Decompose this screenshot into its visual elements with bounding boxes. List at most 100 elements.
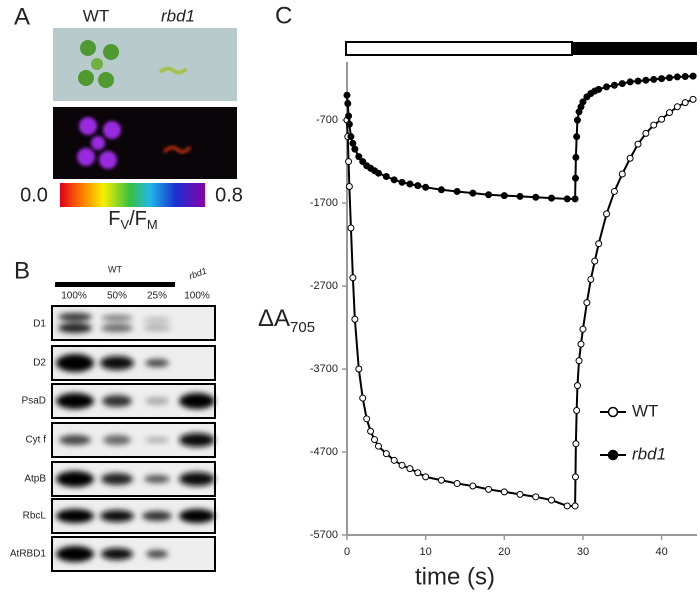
data-point <box>344 99 352 107</box>
data-point <box>398 178 406 186</box>
blot <box>51 383 216 419</box>
data-point <box>610 81 618 89</box>
data-point <box>579 98 587 106</box>
data-point <box>595 240 603 248</box>
data-point <box>681 73 689 81</box>
data-point <box>516 490 524 498</box>
data-point <box>681 99 689 107</box>
lane-label: 100% <box>184 291 210 302</box>
lane-label: 50% <box>107 291 127 302</box>
data-point <box>563 195 571 203</box>
data-point <box>345 112 353 120</box>
data-point <box>595 85 603 93</box>
data-point <box>382 450 390 458</box>
blot <box>51 345 216 381</box>
data-point <box>665 74 673 82</box>
row-label: PsaD <box>22 396 46 407</box>
data-point <box>571 195 579 203</box>
data-point <box>634 140 642 148</box>
data-point <box>547 194 555 202</box>
data-point <box>689 95 697 103</box>
data-point <box>658 75 666 83</box>
data-point <box>406 465 414 473</box>
data-point <box>547 496 555 504</box>
panel-label: A <box>14 3 30 30</box>
lane-label: 100% <box>61 291 87 302</box>
row-label: AtpB <box>24 474 46 485</box>
data-point <box>359 158 367 166</box>
data-point <box>575 357 583 365</box>
data-point <box>453 187 461 195</box>
data-point <box>485 191 493 199</box>
colorbar-title: FV/FM <box>108 208 158 232</box>
data-point <box>563 502 571 510</box>
blots <box>51 305 216 572</box>
data-point <box>347 224 355 232</box>
group-label: WT <box>108 264 122 274</box>
data-point <box>610 187 618 195</box>
data-point <box>390 176 398 184</box>
data-point <box>345 120 353 128</box>
data-point <box>603 83 611 91</box>
x-tick-label: 20 <box>498 546 510 558</box>
blot <box>51 498 216 534</box>
y-axis-title: ΔA705 <box>258 305 315 336</box>
data-point <box>532 493 540 501</box>
data-point <box>532 193 540 201</box>
row-label: AtRBD1 <box>10 549 47 560</box>
genotype-label: rbd1 <box>161 6 195 25</box>
data-point <box>355 365 363 373</box>
row-label: Cyt f <box>25 435 46 446</box>
data-point <box>343 91 351 99</box>
y-tick-label: -3700 <box>310 363 338 375</box>
data-point <box>374 169 382 177</box>
panel-label: C <box>275 2 292 29</box>
data-point <box>650 75 658 83</box>
light-bar <box>345 41 697 56</box>
data-point <box>573 382 581 390</box>
data-point <box>573 133 581 141</box>
colorbar-tick: 0.8 <box>215 184 243 206</box>
row-label: D2 <box>33 358 46 369</box>
legend-marker <box>607 449 619 461</box>
data-point <box>437 186 445 194</box>
genotype-label: WT <box>83 6 109 25</box>
data-point <box>390 456 398 464</box>
data-point <box>371 436 379 444</box>
data-point <box>650 121 658 129</box>
y-tick-label: -700 <box>316 114 338 126</box>
legend-marker <box>607 406 619 418</box>
data-point <box>626 78 634 86</box>
blot <box>51 305 216 341</box>
data-point <box>359 394 367 402</box>
data-point <box>414 469 422 477</box>
data-point <box>665 109 673 117</box>
series-line <box>346 75 694 200</box>
data-point <box>673 103 681 111</box>
y-tick-label: -4700 <box>310 446 338 458</box>
data-point <box>349 139 357 147</box>
data-point <box>577 340 585 348</box>
data-point <box>453 480 461 488</box>
data-point <box>374 442 382 450</box>
x-tick-label: 0 <box>344 546 350 558</box>
data-point <box>572 153 580 161</box>
row-label: RbcL <box>23 511 47 522</box>
data-point <box>500 192 508 200</box>
group-bar <box>55 282 175 287</box>
blot <box>51 461 216 497</box>
data-point <box>587 275 595 283</box>
blot <box>51 536 216 572</box>
data-point <box>573 407 581 415</box>
data-point <box>349 274 357 282</box>
colorbar-tick: 0.0 <box>20 184 48 206</box>
y-tick-label: -2700 <box>310 280 338 292</box>
data-point <box>363 415 371 423</box>
data-point <box>583 299 591 307</box>
data-point <box>351 145 359 153</box>
data-point <box>572 440 580 448</box>
data-point <box>618 170 626 178</box>
data-point <box>469 189 477 197</box>
data-point <box>367 427 375 435</box>
